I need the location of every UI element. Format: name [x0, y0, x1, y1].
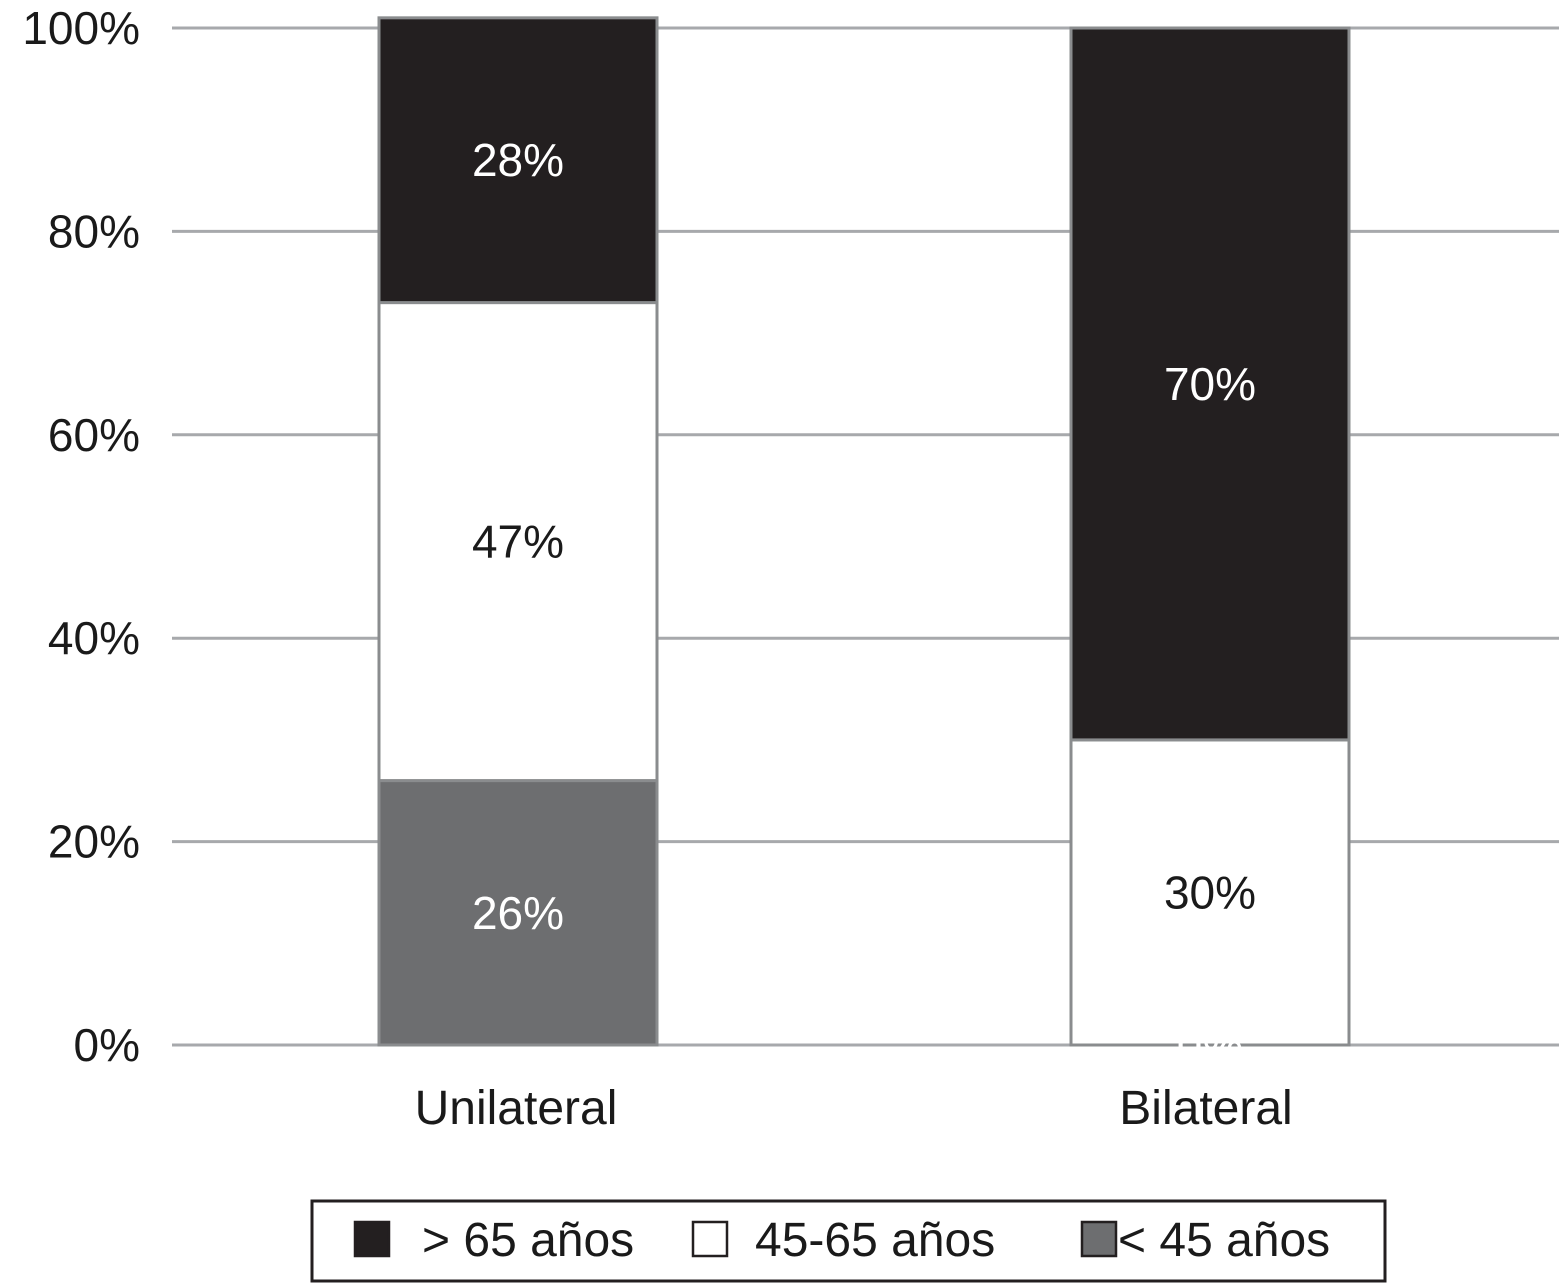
legend-box: [310, 1199, 1387, 1283]
y-tick-label: 80%: [48, 205, 140, 257]
legend-swatch-65-a-os: [353, 1220, 391, 1258]
data-label-bilateral-65-a-os: 70%: [1164, 358, 1256, 410]
legend: > 65 años 45-65 años < 45 años: [310, 1199, 1387, 1283]
y-axis-tick-labels: 0% 20% 40% 60% 80% 100%: [22, 2, 140, 1071]
y-tick-label: 0%: [74, 1019, 140, 1071]
data-label-bilateral-45-65-a-os: 30%: [1164, 866, 1256, 918]
data-labels: 26% 47% 28% 0% 30% 70%: [472, 134, 1256, 1071]
legend-swatch-45-65-a-os: [691, 1220, 729, 1258]
legend-swatch-45-a-os: [1080, 1220, 1118, 1258]
y-tick-label: 20%: [48, 816, 140, 868]
data-label-bilateral-45-a-os: 0%: [1177, 1019, 1243, 1071]
y-tick-label: 40%: [48, 612, 140, 664]
data-label-unilateral-45-a-os: 26%: [472, 887, 564, 939]
legend-entry-65-a-os: > 65 años: [422, 1214, 634, 1267]
bars: [377, 16, 1351, 1047]
data-label-unilateral-45-65-a-os: 47%: [472, 516, 564, 568]
data-label-unilateral-65-a-os: 28%: [472, 134, 564, 186]
y-tick-label: 100%: [22, 2, 140, 54]
category-label-bilateral: Bilateral: [1119, 1082, 1292, 1135]
bar-segment-bilateral-65-a-os: [1069, 26, 1351, 742]
x-axis-category-labels: Unilateral Bilateral: [415, 1082, 1293, 1135]
bar-segment-unilateral-45-a-os: [377, 779, 659, 1047]
bar-segment-unilateral-65-a-os: [377, 16, 659, 305]
bar-segment-unilateral-45-65-a-os: [377, 301, 659, 783]
y-tick-label: 60%: [48, 409, 140, 461]
legend-entry-45-65-a-os: 45-65 años: [755, 1214, 995, 1267]
legend-entry-45-a-os: < 45 años: [1118, 1214, 1330, 1267]
category-label-unilateral: Unilateral: [415, 1082, 618, 1135]
